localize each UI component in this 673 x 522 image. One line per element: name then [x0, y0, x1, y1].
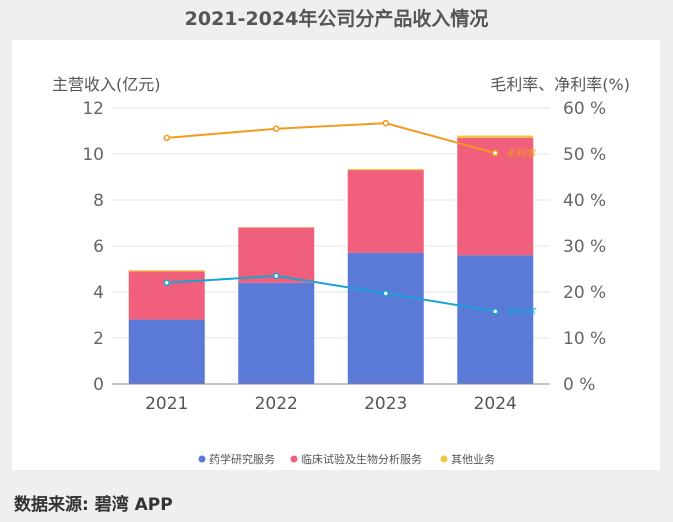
- y-tick-label: 2: [93, 329, 104, 349]
- x-tick-label: 2022: [255, 394, 298, 414]
- line-净利率: [166, 274, 496, 313]
- legend-marker: [290, 455, 298, 463]
- point-毛利率-2023: [382, 119, 389, 127]
- y-tick-label: 12: [82, 99, 104, 119]
- legend-item: 其他业务: [451, 453, 495, 466]
- point-毛利率-2022: [273, 125, 280, 132]
- bar-药学研究服务-2021: [128, 319, 205, 384]
- y2-tick-label: 30 %: [563, 237, 606, 257]
- bar-其他业务-2021: [128, 270, 205, 272]
- x-tick-label: 2023: [364, 394, 407, 414]
- point-毛利率-2021: [163, 134, 170, 142]
- y2-tick-label: 0 %: [563, 375, 595, 395]
- y2-tick-label: 40 %: [563, 191, 606, 211]
- y-tick-label: 8: [93, 191, 104, 211]
- point-净利率-2024: [492, 308, 499, 315]
- legend-marker: [440, 455, 448, 463]
- y-axis-title: 主营收入(亿元): [52, 75, 161, 94]
- line-毛利率: [166, 122, 496, 155]
- y-tick-label: 0: [93, 375, 104, 395]
- bar-临床试验及生物分析服务-2024: [457, 137, 534, 256]
- y-tick-label: 6: [93, 237, 104, 257]
- bar-药学研究服务-2023: [347, 252, 424, 384]
- bar-临床试验及生物分析服务-2021: [128, 271, 205, 320]
- chart-title: 2021-2024年公司分产品收入情况: [184, 8, 489, 30]
- point-毛利率-2024: [492, 149, 499, 157]
- y2-tick-label: 20 %: [563, 283, 606, 303]
- bar-临床试验及生物分析服务-2023: [347, 170, 424, 253]
- point-净利率-2021: [163, 279, 170, 287]
- line-label-净利率: 净利率: [505, 306, 537, 318]
- legend-item: 临床试验及生物分析服务: [301, 452, 422, 466]
- x-tick-label: 2021: [145, 394, 188, 414]
- y2-tick-label: 50 %: [563, 145, 606, 165]
- y2-axis-title: 毛利率、净利率(%): [490, 75, 630, 94]
- data-source: 数据来源: 碧湾 APP: [14, 495, 173, 515]
- y-tick-label: 10: [82, 145, 104, 165]
- line-label-毛利率: 毛利率: [505, 148, 537, 160]
- y2-tick-label: 60 %: [563, 99, 606, 119]
- legend-item: 药学研究服务: [209, 452, 275, 466]
- y-tick-label: 4: [93, 283, 104, 303]
- point-净利率-2023: [382, 290, 389, 297]
- bar-药学研究服务-2022: [238, 282, 315, 384]
- y2-tick-label: 10 %: [563, 329, 606, 349]
- chart-panel: 毛利率净利率 主营收入(亿元) 毛利率、净利率(%) 0 2 4 6 8 10 12 0 % 10 …: [12, 40, 660, 470]
- x-tick-label: 2024: [474, 394, 517, 414]
- bar-药学研究服务-2024: [457, 255, 534, 384]
- point-净利率-2022: [273, 272, 280, 280]
- bar-其他业务-2022: [238, 227, 315, 228]
- legend-marker: [198, 455, 206, 463]
- bar-其他业务-2023: [347, 168, 424, 171]
- bar-其他业务-2024: [457, 135, 534, 138]
